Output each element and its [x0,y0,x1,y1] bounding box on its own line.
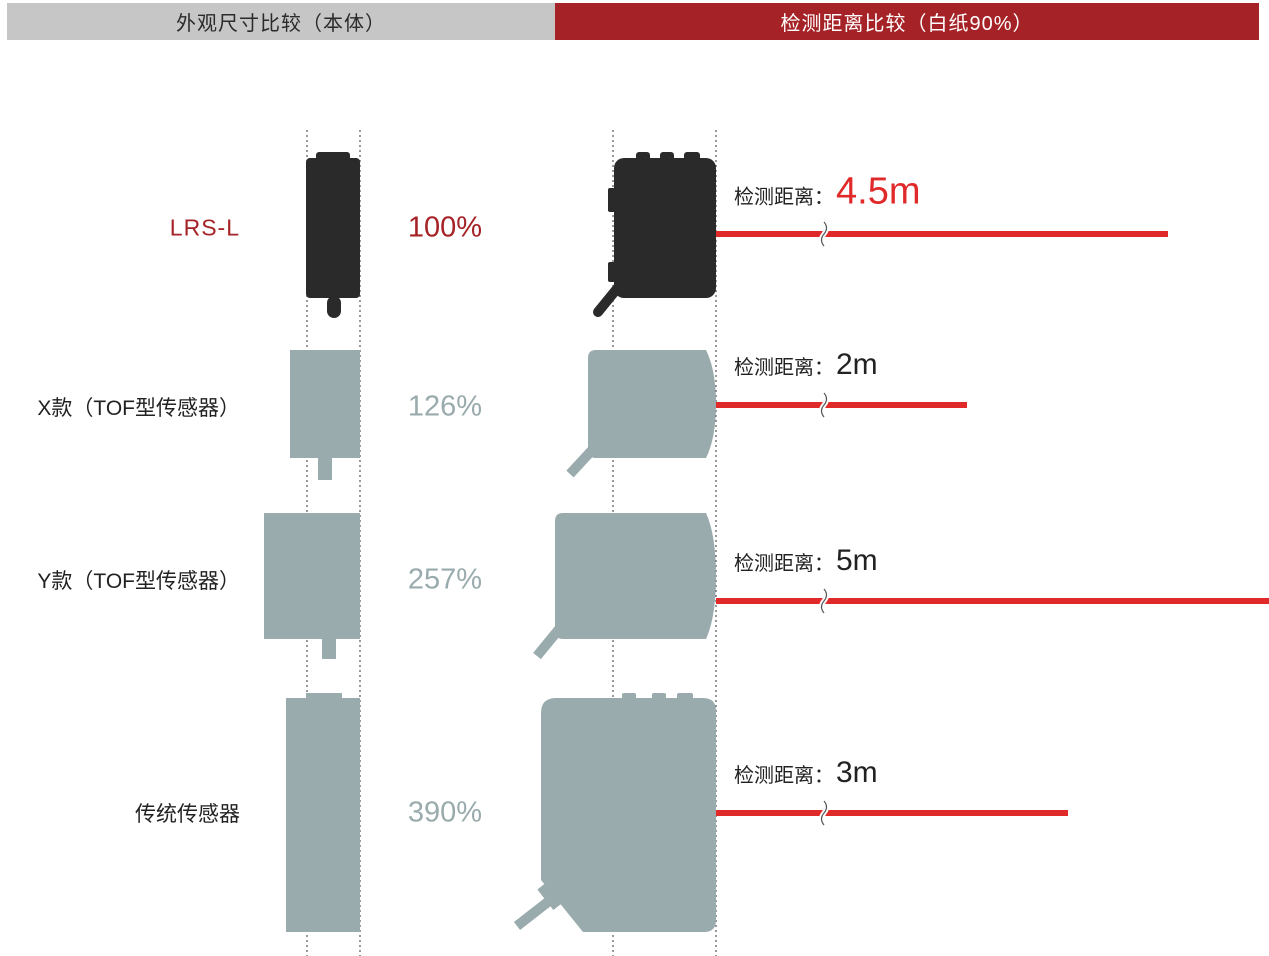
range-value: 5m [836,544,878,577]
range-traditional: 检测距离： 3m [734,756,878,790]
lrs-l-sensor-front [306,152,360,318]
range-label: 检测距离： [734,553,834,575]
size-comparison-header: 外观尺寸比较（本体） [7,3,555,40]
row-name-y: Y款（TOF型传感器） [37,570,240,593]
laser-beam-traditional [716,799,1068,827]
size-percent-x: 126% [407,390,483,423]
traditional-sensor-front [286,693,360,932]
row-name-x: X款（TOF型传感器） [37,397,240,420]
range-comparison-title: 检测距离比较（白纸90%） [780,13,1034,35]
size-comparison-title: 外观尺寸比较（本体） [176,13,386,35]
y-sensor-side [533,513,716,660]
laser-beam-lrs-l [716,220,1168,248]
range-y: 检测距离： 5m [734,544,878,578]
range-label: 检测距离： [734,186,834,209]
range-label: 检测距离： [734,765,834,787]
row-name-lrs-l: LRS-L [169,214,240,241]
y-sensor-front [264,513,360,659]
range-comparison-header: 检测距离比较（白纸90%） [555,3,1259,40]
x-sensor-side [566,350,716,478]
size-percent-lrs-l: 100% [407,211,483,244]
size-percent-traditional: 390% [407,796,483,829]
row-name-traditional: 传统传感器 [135,803,240,826]
range-lrs-l: 检测距离： 4.5m [734,171,920,214]
size-percent-y: 257% [407,563,483,596]
lrs-l-sensor-side [593,152,716,317]
range-label: 检测距离： [734,357,834,379]
laser-beam-x [716,391,967,419]
traditional-sensor-side [513,693,716,932]
laser-beam-y [716,587,1269,615]
x-sensor-front [290,350,360,480]
range-value: 4.5m [836,170,921,213]
range-value: 3m [836,756,878,789]
range-value: 2m [836,348,878,381]
range-x: 检测距离： 2m [734,348,878,382]
